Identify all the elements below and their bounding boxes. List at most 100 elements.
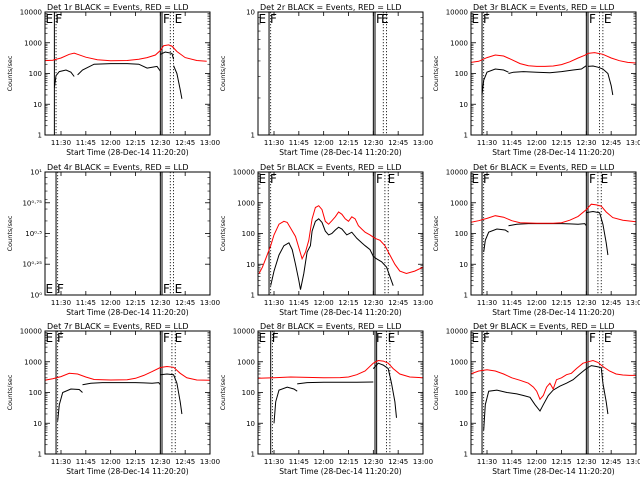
events-series-line bbox=[508, 223, 587, 227]
interval-marker-label: F bbox=[270, 12, 277, 26]
x-tick-label: 12:00 bbox=[314, 458, 334, 466]
interval-marker-label: E bbox=[45, 12, 53, 26]
events-series-line bbox=[508, 65, 587, 74]
x-tick-label: 11:45 bbox=[502, 139, 522, 147]
x-tick-label: 12:45 bbox=[175, 299, 195, 307]
y-tick-label: 10 bbox=[459, 101, 468, 109]
x-tick-label: 12:00 bbox=[101, 139, 121, 147]
y-tick-label: 10 bbox=[33, 420, 42, 428]
x-tick-label: 12:00 bbox=[101, 458, 121, 466]
x-tick-label: 12:15 bbox=[125, 299, 145, 307]
x-tick-label: 12:30 bbox=[150, 139, 170, 147]
y-tick-label: 1 bbox=[464, 292, 468, 300]
y-tick-label: 1 bbox=[464, 132, 468, 140]
lld-series-line bbox=[45, 44, 207, 62]
chart-panel-8: Det 8r BLACK = Events, RED = LLD Counts/s… bbox=[219, 322, 433, 476]
events-series-line bbox=[587, 65, 614, 96]
x-tick-label: 11:45 bbox=[289, 458, 309, 466]
x-tick-label: 12:15 bbox=[338, 458, 358, 466]
events-series-line bbox=[82, 382, 161, 386]
interval-marker-label: F bbox=[163, 282, 170, 296]
y-tick-label: 10000 bbox=[233, 169, 255, 177]
y-tick-label: 1000 bbox=[237, 358, 255, 366]
events-series-line bbox=[160, 373, 183, 415]
x-tick-label: 12:45 bbox=[601, 458, 621, 466]
x-tick-label: 11:30 bbox=[51, 458, 71, 466]
chart-title: Det 8r BLACK = Events, RED = LLD bbox=[260, 322, 402, 331]
y-axis-label: Counts/sec bbox=[432, 55, 440, 91]
y-axis-label: Counts/sec bbox=[6, 374, 14, 410]
y-tick-label: 100 bbox=[455, 230, 468, 238]
x-tick-label: 12:15 bbox=[338, 299, 358, 307]
x-tick-label: 12:15 bbox=[551, 299, 571, 307]
x-tick-label: 12:15 bbox=[125, 139, 145, 147]
y-tick-label: 10 bbox=[33, 101, 42, 109]
chart-panel-4: Det 4r BLACK = Events, RED = LLD Counts/s… bbox=[6, 163, 220, 317]
x-axis-label: Start Time (28-Dec-14 11:20:20) bbox=[66, 308, 188, 317]
y-tick-label: 10 bbox=[246, 261, 255, 269]
chart-panel-6: Det 6r BLACK = Events, RED = LLD Counts/s… bbox=[432, 163, 640, 317]
interval-marker-label: E bbox=[471, 331, 479, 345]
x-axis-label: Start Time (28-Dec-14 11:20:20) bbox=[279, 467, 401, 476]
chart-panel-5: Det 5r BLACK = Events, RED = LLD Counts/s… bbox=[219, 163, 433, 317]
plot-frame bbox=[44, 171, 211, 296]
interval-marker-label: E bbox=[258, 12, 266, 26]
x-tick-label: 12:45 bbox=[388, 139, 408, 147]
y-tick-label: 10000 bbox=[446, 169, 468, 177]
x-axis-label: Start Time (28-Dec-14 11:20:20) bbox=[66, 467, 188, 476]
interval-marker-label: F bbox=[589, 12, 596, 26]
y-tick-label: 10000 bbox=[20, 328, 42, 336]
lld-series-line bbox=[258, 205, 423, 275]
lld-series-line bbox=[471, 52, 636, 67]
y-tick-label: 1 bbox=[38, 132, 42, 140]
interval-marker-label: E bbox=[258, 331, 266, 345]
events-series-line bbox=[273, 386, 298, 424]
x-tick-label: 12:00 bbox=[101, 299, 121, 307]
chart-panel-9: Det 9r BLACK = Events, RED = LLD Counts/s… bbox=[432, 322, 640, 476]
x-tick-label: 11:45 bbox=[76, 139, 96, 147]
x-tick-label: 12:00 bbox=[527, 299, 547, 307]
interval-marker-label: E bbox=[601, 172, 609, 186]
interval-marker-label: F bbox=[270, 172, 277, 186]
y-tick-label: 100 bbox=[29, 70, 42, 78]
x-tick-label: 11:45 bbox=[502, 299, 522, 307]
x-tick-label: 11:30 bbox=[264, 299, 284, 307]
chart-title: Det 5r BLACK = Events, RED = LLD bbox=[260, 163, 402, 172]
interval-marker-label: E bbox=[604, 331, 612, 345]
x-tick-label: 12:45 bbox=[388, 458, 408, 466]
y-tick-label: 1000 bbox=[450, 39, 468, 47]
x-tick-label: 11:30 bbox=[264, 139, 284, 147]
x-tick-label: 13:00 bbox=[626, 299, 640, 307]
series-group bbox=[471, 359, 636, 431]
events-series-line bbox=[483, 228, 509, 253]
x-tick-label: 11:45 bbox=[76, 299, 96, 307]
lld-series-line bbox=[45, 365, 210, 381]
plot-frame bbox=[44, 11, 211, 136]
chart-title: Det 6r BLACK = Events, RED = LLD bbox=[473, 163, 615, 172]
y-tick-label: 100 bbox=[455, 70, 468, 78]
interval-marker-label: E bbox=[175, 282, 183, 296]
x-tick-label: 12:45 bbox=[601, 299, 621, 307]
x-axis-label: Start Time (28-Dec-14 11:20:20) bbox=[66, 148, 188, 157]
interval-marker-label: F bbox=[589, 331, 596, 345]
x-tick-label: 12:15 bbox=[125, 458, 145, 466]
y-tick-label: 1000 bbox=[450, 199, 468, 207]
chart-panel-7: Det 7r BLACK = Events, RED = LLD Counts/s… bbox=[6, 322, 220, 476]
series-group bbox=[471, 203, 636, 256]
y-tick-label: 1000 bbox=[237, 199, 255, 207]
x-tick-label: 13:00 bbox=[413, 458, 433, 466]
y-tick-label: 10000 bbox=[20, 9, 42, 17]
interval-marker-label: F bbox=[376, 331, 383, 345]
y-tick-label: 10⁰ bbox=[30, 292, 42, 300]
lld-series-line bbox=[258, 359, 423, 379]
x-tick-label: 13:00 bbox=[626, 458, 640, 466]
y-tick-label: 1 bbox=[251, 132, 255, 140]
interval-marker-label: F bbox=[483, 12, 490, 26]
events-series-line bbox=[372, 362, 397, 418]
interval-marker-label: E bbox=[175, 331, 183, 345]
interval-marker-label: F bbox=[55, 12, 62, 26]
y-axis-label: Counts/sec bbox=[6, 55, 14, 91]
interval-marker-label: E bbox=[388, 172, 396, 186]
x-tick-label: 11:30 bbox=[477, 299, 497, 307]
